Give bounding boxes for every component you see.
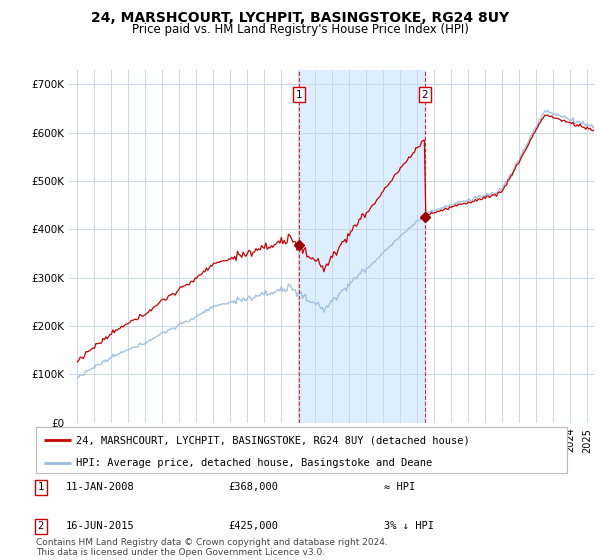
Text: £368,000: £368,000 [228,482,278,492]
Text: 24, MARSHCOURT, LYCHPIT, BASINGSTOKE, RG24 8UY: 24, MARSHCOURT, LYCHPIT, BASINGSTOKE, RG… [91,12,509,26]
Text: 24, MARSHCOURT, LYCHPIT, BASINGSTOKE, RG24 8UY (detached house): 24, MARSHCOURT, LYCHPIT, BASINGSTOKE, RG… [76,435,470,445]
Text: 2: 2 [422,90,428,100]
Text: ≈ HPI: ≈ HPI [384,482,415,492]
Text: 1: 1 [38,482,44,492]
Text: 3% ↓ HPI: 3% ↓ HPI [384,521,434,531]
Text: Contains HM Land Registry data © Crown copyright and database right 2024.
This d: Contains HM Land Registry data © Crown c… [36,538,388,557]
Bar [299,70,425,423]
Text: 1: 1 [296,90,302,100]
Text: 11-JAN-2008: 11-JAN-2008 [66,482,135,492]
Text: Price paid vs. HM Land Registry's House Price Index (HPI): Price paid vs. HM Land Registry's House … [131,23,469,36]
Text: £425,000: £425,000 [228,521,278,531]
Text: 2: 2 [38,521,44,531]
Text: 16-JUN-2015: 16-JUN-2015 [66,521,135,531]
Text: HPI: Average price, detached house, Basingstoke and Deane: HPI: Average price, detached house, Basi… [76,458,432,468]
